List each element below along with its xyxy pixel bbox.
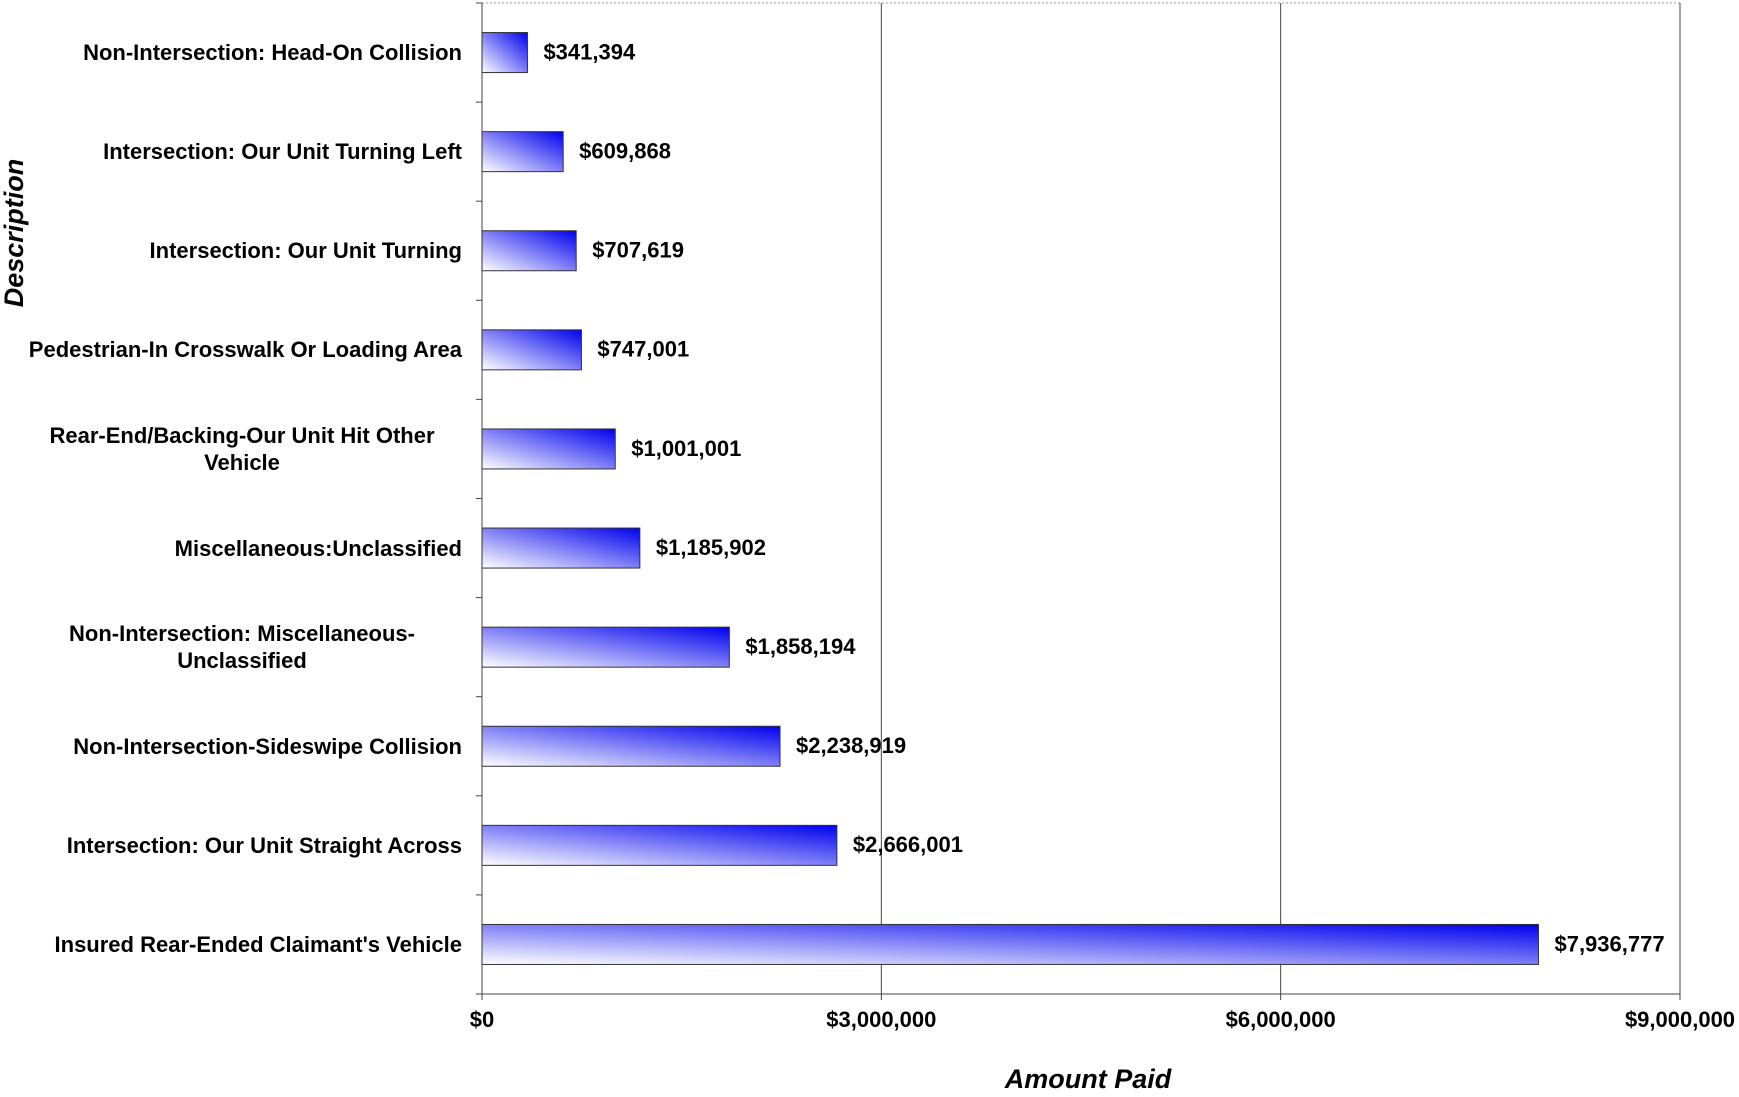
data-label: $2,666,001 xyxy=(853,832,963,857)
bar xyxy=(481,131,564,173)
bar xyxy=(481,428,616,470)
data-label: $1,001,001 xyxy=(631,436,741,461)
y-tick-label: Non-Intersection-Sideswipe Collision xyxy=(73,733,462,759)
bar xyxy=(481,32,528,74)
y-tick-label: Pedestrian-In Crosswalk Or Loading Area xyxy=(28,337,462,363)
bar xyxy=(481,230,577,272)
data-label: $1,185,902 xyxy=(656,535,766,560)
y-tick-label: Non-Intersection: Miscellaneous-Unclassi… xyxy=(69,621,415,674)
bar xyxy=(481,923,1539,965)
y-tick-label-box: Insured Rear-Ended Claimant's Vehicle xyxy=(55,914,462,974)
y-tick-label-box: Intersection: Our Unit Turning xyxy=(150,221,462,281)
y-tick-label-box: Non-Intersection: Miscellaneous-Unclassi… xyxy=(22,617,462,677)
y-tick-label-box: Intersection: Our Unit Turning Left xyxy=(103,122,462,182)
bar xyxy=(481,824,838,866)
bar xyxy=(481,626,730,668)
data-label: $609,868 xyxy=(579,138,671,163)
bar xyxy=(481,329,582,371)
x-tick-label: $9,000,000 xyxy=(1625,1007,1735,1032)
y-tick-label: Miscellaneous:Unclassified xyxy=(174,535,462,561)
data-label: $2,238,919 xyxy=(796,733,906,758)
bar xyxy=(481,527,641,569)
y-tick-label: Insured Rear-Ended Claimant's Vehicle xyxy=(54,931,462,957)
data-label: $747,001 xyxy=(597,337,689,362)
y-tick-label-box: Rear-End/Backing-Our Unit Hit Other Vehi… xyxy=(22,419,462,479)
data-label: $7,936,777 xyxy=(1554,931,1664,956)
y-tick-label: Rear-End/Backing-Our Unit Hit Other Vehi… xyxy=(49,422,435,475)
y-tick-label-box: Miscellaneous:Unclassified xyxy=(175,518,462,578)
y-tick-label: Intersection: Our Unit Turning xyxy=(149,238,462,264)
data-label: $707,619 xyxy=(592,238,684,263)
y-tick-label-box: Non-Intersection-Sideswipe Collision xyxy=(73,716,462,776)
y-tick-label: Intersection: Our Unit Turning Left xyxy=(103,139,462,165)
y-tick-label: Non-Intersection: Head-On Collision xyxy=(83,40,462,66)
y-tick-label: Intersection: Our Unit Straight Across xyxy=(66,832,462,858)
data-label: $341,394 xyxy=(543,39,636,64)
x-tick-label: $0 xyxy=(470,1007,494,1032)
data-label: $1,858,194 xyxy=(745,634,856,659)
y-axis-title: Description xyxy=(0,159,29,308)
x-tick-label: $3,000,000 xyxy=(826,1007,936,1032)
x-axis-title: Amount Paid xyxy=(1004,1064,1172,1094)
y-tick-label-box: Intersection: Our Unit Straight Across xyxy=(67,815,462,875)
y-tick-label-box: Non-Intersection: Head-On Collision xyxy=(83,23,462,83)
y-tick-label-box: Pedestrian-In Crosswalk Or Loading Area xyxy=(29,320,462,380)
bar xyxy=(481,725,781,767)
x-tick-label: $6,000,000 xyxy=(1226,1007,1336,1032)
